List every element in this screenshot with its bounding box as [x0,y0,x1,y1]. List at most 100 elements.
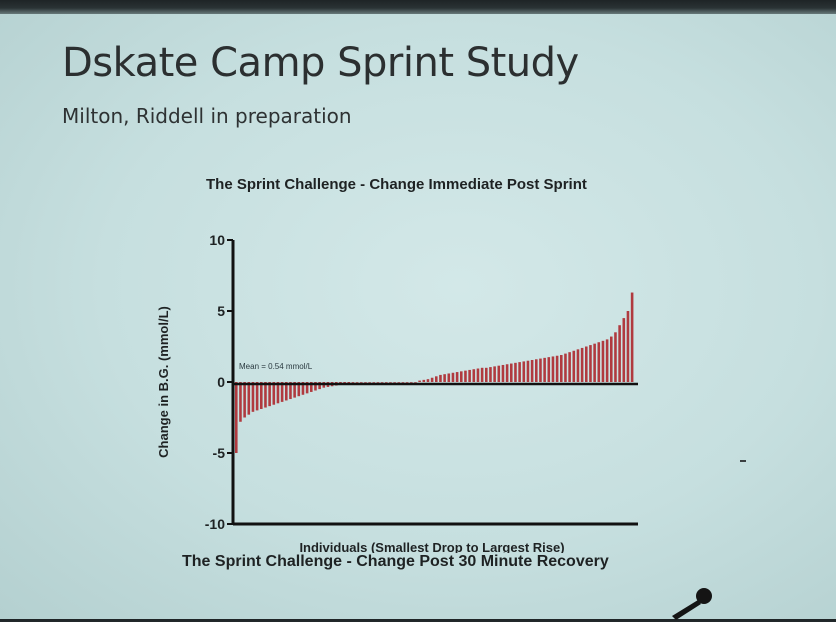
bar [310,382,313,392]
bar [614,332,617,382]
bar [289,382,292,400]
bar [389,382,392,383]
bar [251,382,255,412]
bar [368,382,371,383]
bar [601,340,605,382]
bar [560,355,563,382]
bar [380,382,384,383]
bar [485,367,488,382]
bar [460,371,463,382]
bar [455,372,459,382]
bar [401,382,405,383]
bar [501,364,505,382]
stray-mark [740,460,746,462]
bar [243,382,246,418]
bar [580,347,584,382]
bar [589,345,592,382]
bar [272,382,276,405]
bar [464,370,467,382]
bar [489,367,492,382]
bar [305,382,309,394]
bar [297,382,301,397]
bar [422,379,426,382]
bar [405,382,409,383]
y-axis-label: Change in B.G. (mmol/L) [156,306,171,458]
bar [568,352,571,382]
bar [264,382,267,408]
x-axis-label: Individuals (Smallest Drop to Largest Ri… [299,540,564,553]
bar [239,382,242,422]
bar [493,366,496,382]
bar [514,362,517,382]
bar [572,350,576,382]
bars-group [235,292,634,453]
bar [414,382,417,383]
bar [451,372,455,382]
bar [435,376,438,382]
bar [276,382,280,404]
bar [472,369,476,382]
bar [468,369,471,382]
bar [385,382,388,383]
bar [355,382,359,383]
bar [555,355,559,382]
mean-annotation: Mean = 0.54 mmol/L [239,362,313,371]
bar [543,357,546,382]
y-tick-label: 0 [217,374,225,390]
bar [597,342,601,382]
bar [630,292,634,382]
bar [351,382,355,383]
bar [397,382,401,383]
bar [260,382,263,409]
bar [268,382,271,407]
bar [610,336,613,382]
bar [235,382,238,453]
slide-background [0,14,836,619]
bottom-caption: The Sprint Challenge - Change Post 30 Mi… [182,553,609,570]
slide-subtitle: Milton, Riddell in preparation [62,104,352,128]
bar [476,368,480,382]
microphone-icon [672,588,712,620]
bar [285,382,288,401]
y-tick-label: -5 [213,445,226,461]
bar [372,382,376,383]
bar [585,346,588,382]
bar [376,382,380,383]
bar [576,349,580,382]
bar [293,382,296,398]
slide-title: Dskate Camp Sprint Study [62,40,579,86]
bar [539,358,542,382]
y-tick-label: 5 [217,303,225,319]
bar [301,382,305,395]
bar [622,318,626,382]
bar [314,382,317,391]
bar [439,374,442,382]
bar [551,356,555,382]
y-tick-label: -10 [205,516,225,532]
bar [518,362,521,382]
bar [626,311,630,382]
bar [364,382,367,383]
bar [618,325,621,382]
bar [497,365,501,382]
bar [522,361,526,382]
bar [280,382,284,402]
y-tick-label: 10 [209,232,225,248]
bar [564,353,567,382]
bar [418,380,421,382]
bar [426,379,430,382]
bar [318,382,321,390]
bar [547,357,551,382]
bar [443,374,446,382]
bar [480,367,484,382]
bar [593,343,596,382]
bar [605,339,609,382]
bar [247,382,251,415]
bar [530,359,534,382]
bar [510,363,513,382]
bar-chart: 10 5 0 -5 -10 Change in B.G. (mmol/L) Indivi… [156,232,638,553]
bar [347,382,351,384]
bar [535,359,538,382]
bar [360,382,363,383]
bar [410,382,413,383]
